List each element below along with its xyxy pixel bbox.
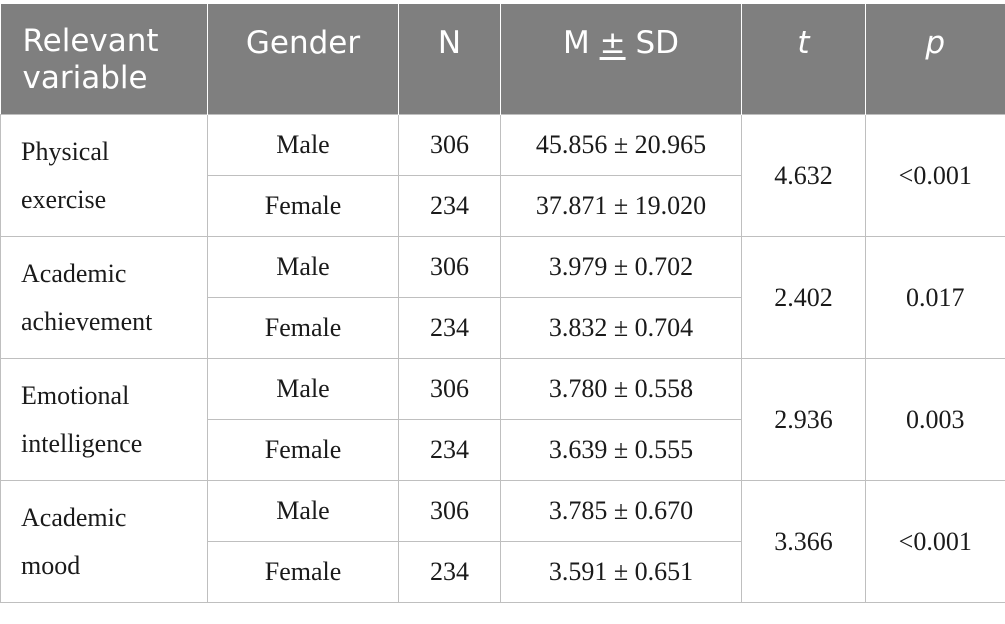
gender-cell: Female <box>207 297 399 359</box>
header-relevant-variable: Relevant variable <box>0 4 208 115</box>
mean-sd-cell: 37.871 ± 19.020 <box>500 175 742 237</box>
header-n: N <box>398 4 501 115</box>
gender-cell: Male <box>207 358 399 420</box>
gender-cell: Female <box>207 541 399 603</box>
n-cell: 306 <box>398 480 501 542</box>
gender-cell: Male <box>207 114 399 176</box>
n-cell: 234 <box>398 419 501 481</box>
table-header: Relevant variable Gender N M ± SD t p <box>0 4 1005 115</box>
table-row: Female 234 3.591 ± 0.651 <box>1 541 1005 603</box>
header-gender: Gender <box>207 4 399 115</box>
mean-sd-cell: 45.856 ± 20.965 <box>500 114 742 176</box>
header-t: t <box>741 4 866 115</box>
table-row: Physical exercise Male 306 45.856 ± 20.96… <box>0 114 1005 237</box>
table-row: Female 234 3.639 ± 0.555 <box>1 419 1005 481</box>
n-cell: 234 <box>398 541 501 603</box>
table-row: Female 234 3.832 ± 0.704 <box>1 297 1005 359</box>
gender-cell: Female <box>207 419 399 481</box>
p-cell: <0.001 <box>865 480 1005 603</box>
gender-cell: Male <box>207 480 399 542</box>
variable-cell: Physical exercise <box>0 114 208 237</box>
variable-cell: Academic achievement <box>0 236 208 359</box>
p-cell: 0.017 <box>865 236 1005 359</box>
table-row: Academic mood Male 306 3.785 ± 0.670 3.36… <box>0 480 1005 603</box>
mean-sd-cell: 3.780 ± 0.558 <box>500 358 742 420</box>
mean-sd-cell: 3.639 ± 0.555 <box>500 419 742 481</box>
header-p: p <box>865 4 1005 115</box>
p-cell: <0.001 <box>865 114 1005 237</box>
table-row: Female 234 37.871 ± 19.020 <box>1 175 1005 237</box>
n-cell: 306 <box>398 358 501 420</box>
table-row: Emotional intelligence Male 306 3.780 ± 0… <box>0 358 1005 481</box>
n-cell: 306 <box>398 114 501 176</box>
variable-cell: Emotional intelligence <box>0 358 208 481</box>
header-mean-sd: M ± SD <box>500 4 742 115</box>
t-cell: 4.632 <box>741 114 866 237</box>
gender-differences-table: Relevant variable Gender N M ± SD t p Phy… <box>0 4 1005 603</box>
t-cell: 3.366 <box>741 480 866 603</box>
t-cell: 2.936 <box>741 358 866 481</box>
t-cell: 2.402 <box>741 236 866 359</box>
header-row: Relevant variable Gender N M ± SD t p <box>0 4 1005 115</box>
mean-sd-cell: 3.832 ± 0.704 <box>500 297 742 359</box>
mean-sd-cell: 3.591 ± 0.651 <box>500 541 742 603</box>
n-cell: 306 <box>398 236 501 298</box>
table-row: Academic achievement Male 306 3.979 ± 0.7… <box>0 236 1005 359</box>
mean-sd-cell: 3.785 ± 0.670 <box>500 480 742 542</box>
gender-cell: Male <box>207 236 399 298</box>
n-cell: 234 <box>398 175 501 237</box>
variable-cell: Academic mood <box>0 480 208 603</box>
table-body: Physical exercise Male 306 45.856 ± 20.96… <box>0 114 1005 603</box>
mean-sd-cell: 3.979 ± 0.702 <box>500 236 742 298</box>
p-cell: 0.003 <box>865 358 1005 481</box>
gender-cell: Female <box>207 175 399 237</box>
n-cell: 234 <box>398 297 501 359</box>
